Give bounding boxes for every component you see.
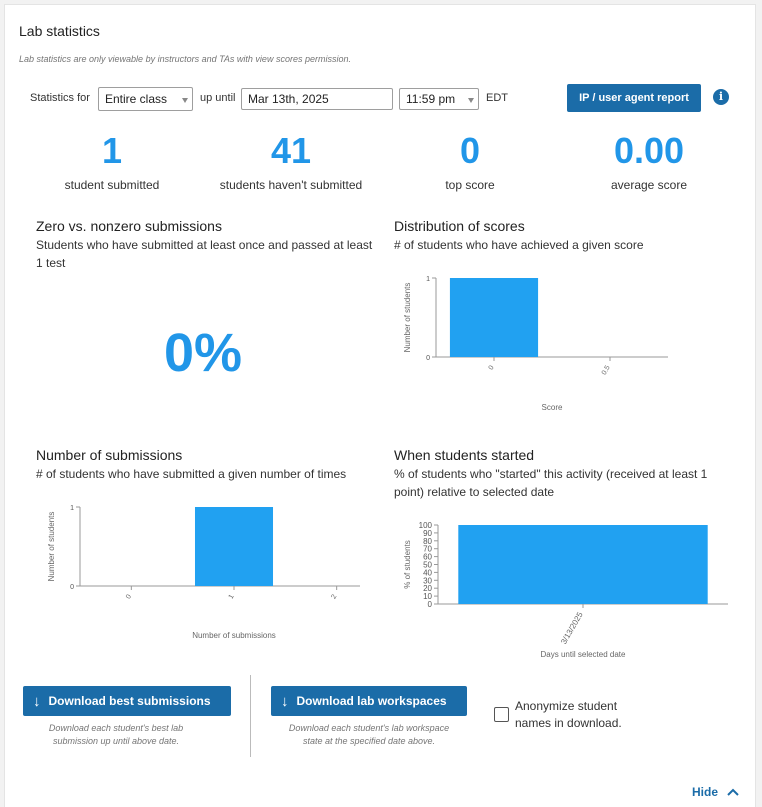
stat-value: 41 — [270, 130, 312, 171]
y-tick-label: 70 — [423, 545, 432, 554]
label-line: Anonymize student — [515, 699, 618, 713]
arrow-down-icon: ↓ — [281, 692, 289, 710]
chevron-up-icon — [727, 788, 739, 796]
zero-nonzero-percent: 0% — [164, 323, 243, 383]
y-tick-label: 90 — [423, 529, 432, 538]
scope-select[interactable]: Entire class — [98, 87, 193, 111]
y-tick-label: 40 — [423, 568, 432, 577]
note-line: Download each student's lab workspace — [288, 723, 450, 733]
download-best-label: Download best submissions — [48, 694, 211, 708]
y-tick-label: 20 — [423, 584, 432, 593]
download-workspaces-label: Download lab workspaces — [296, 694, 447, 708]
lab-statistics-card — [4, 4, 756, 807]
permission-note: Lab statistics are only viewable by inst… — [19, 54, 351, 64]
stat-average-score: 0.00 average score — [589, 130, 709, 192]
note-line: submission up until above date. — [52, 736, 180, 746]
chevron-down-icon — [182, 98, 188, 103]
y-tick-label: 100 — [419, 521, 433, 530]
scope-select-value: Entire class — [105, 92, 168, 106]
distribution-title: Distribution of scores — [394, 218, 525, 234]
x-axis-label: Days until selected date — [541, 650, 626, 659]
label-line: names in download. — [515, 716, 622, 730]
download-lab-workspaces-button[interactable]: ↓ Download lab workspaces — [271, 686, 467, 716]
submissions-chart: 0 1 0 1 2 Number of students Number of submiss… — [47, 505, 360, 640]
bar — [449, 278, 539, 357]
stat-label: average score — [610, 178, 688, 192]
arrow-down-icon: ↓ — [33, 692, 41, 710]
bar — [458, 525, 708, 604]
date-input[interactable]: Mar 13th, 2025 — [241, 88, 393, 110]
distribution-chart: 0 1 0 0.5 Number of students Score — [403, 276, 668, 412]
stat-submitted: 1 student submitted — [52, 130, 172, 192]
ip-user-agent-report-button[interactable]: IP / user agent report — [567, 84, 701, 112]
download-best-submissions-button[interactable]: ↓ Download best submissions — [23, 686, 231, 716]
up-until-label: up until — [200, 92, 236, 104]
download-best-note: Download each student's best lab submiss… — [23, 722, 209, 748]
x-tick-label: 0 — [125, 593, 133, 600]
y-tick-label: 80 — [423, 537, 432, 546]
download-workspaces-note: Download each student's lab workspace st… — [271, 722, 467, 748]
statistics-for-label: Statistics for — [30, 92, 90, 104]
y-tick-label: 0 — [70, 584, 74, 591]
bar — [194, 507, 274, 586]
y-axis-label: Number of students — [47, 512, 56, 582]
divider — [250, 675, 251, 757]
hide-label: Hide — [692, 785, 719, 799]
info-icon[interactable]: i — [713, 89, 729, 105]
y-axis-label: % of students — [403, 540, 412, 588]
zero-nonzero-description: Students who have submitted at least onc… — [36, 238, 373, 270]
stat-label: students haven't submitted — [219, 178, 363, 192]
y-tick-label: 0 — [426, 355, 430, 362]
y-tick-label: 10 — [423, 592, 432, 601]
timezone-label: EDT — [486, 92, 508, 104]
anonymize-checkbox[interactable] — [494, 707, 509, 722]
chevron-down-icon — [468, 98, 474, 103]
x-axis-label: Number of submissions — [192, 631, 276, 640]
y-tick-label: 50 — [423, 561, 432, 570]
stat-top-score: 0 top score — [420, 130, 520, 192]
y-tick-label: 0 — [428, 600, 433, 609]
y-tick-label: 60 — [423, 553, 432, 562]
time-select-value: 11:59 pm — [406, 92, 456, 106]
stat-label: student submitted — [64, 178, 160, 192]
x-tick-label: 1 — [228, 593, 236, 600]
hide-toggle[interactable]: Hide — [692, 785, 739, 799]
submissions-title: Number of submissions — [36, 447, 183, 463]
anonymize-label: Anonymize student names in download. — [515, 698, 622, 732]
stat-value: 0 — [459, 130, 481, 171]
y-axis-label: Number of students — [403, 283, 412, 353]
x-tick-label: 0 — [488, 364, 496, 371]
stat-label: top score — [445, 178, 495, 192]
started-description: % of students who "started" this activit… — [394, 467, 708, 499]
submissions-description: # of students who have submitted a given… — [36, 467, 347, 481]
x-axis-label: Score — [542, 403, 563, 412]
x-tick-label: 2 — [330, 593, 338, 600]
stat-value: 1 — [101, 130, 123, 171]
started-title: When students started — [394, 447, 535, 463]
y-tick-label: 1 — [70, 505, 74, 512]
y-tick-label: 1 — [426, 276, 430, 283]
distribution-description: # of students who have achieved a given … — [394, 238, 644, 252]
stat-not-submitted: 41 students haven't submitted — [207, 130, 375, 192]
page-title: Lab statistics — [19, 23, 100, 39]
x-tick-label: 3/13/2025 — [559, 610, 585, 646]
y-tick-label: 30 — [423, 576, 432, 585]
time-select[interactable]: 11:59 pm — [399, 88, 479, 110]
zero-nonzero-title: Zero vs. nonzero submissions — [36, 218, 222, 234]
note-line: state at the specified date above. — [302, 736, 436, 746]
stat-value: 0.00 — [613, 130, 685, 171]
x-tick-label: 0.5 — [601, 364, 612, 376]
note-line: Download each student's best lab — [48, 723, 184, 733]
